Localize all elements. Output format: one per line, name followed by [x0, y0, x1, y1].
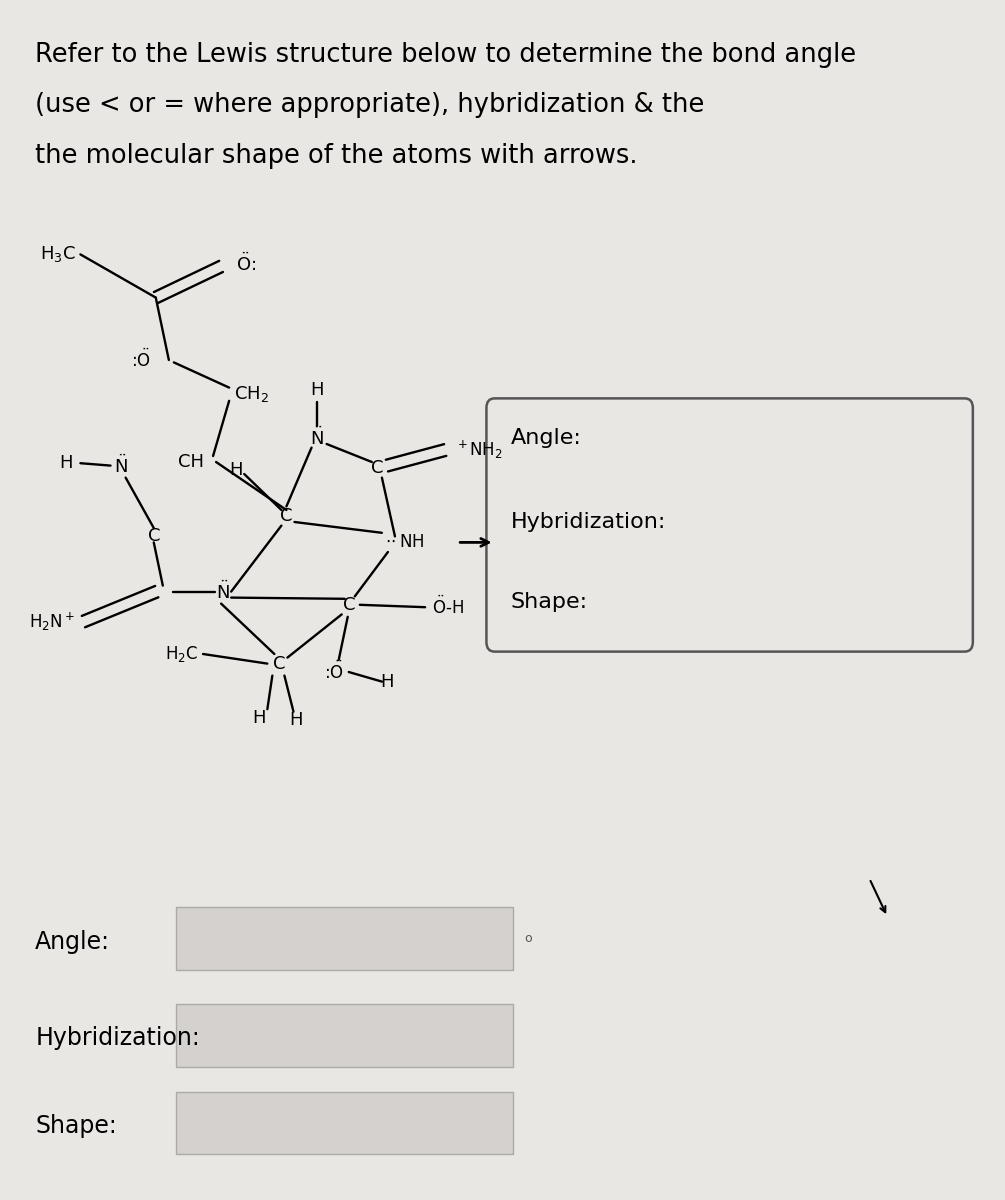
Text: CH: CH: [178, 452, 204, 470]
Text: Hybridization:: Hybridization:: [511, 512, 666, 532]
Text: H: H: [289, 710, 304, 728]
Text: $\ddot{\mathrm{N}}$: $\ddot{\mathrm{N}}$: [114, 455, 128, 476]
Text: C: C: [280, 508, 292, 526]
Text: H$_2$N$^+$: H$_2$N$^+$: [29, 611, 75, 632]
Text: $\ddot{\mathrm{N}}$: $\ddot{\mathrm{N}}$: [216, 581, 230, 602]
Text: H$_3$C: H$_3$C: [39, 245, 75, 264]
Text: H: H: [310, 382, 324, 398]
Text: Refer to the Lewis structure below to determine the bond angle: Refer to the Lewis structure below to de…: [35, 42, 856, 68]
Text: o: o: [524, 932, 532, 944]
Text: C: C: [344, 595, 356, 613]
FancyBboxPatch shape: [176, 907, 513, 970]
Text: H: H: [252, 708, 266, 726]
Text: CH$_2$: CH$_2$: [234, 384, 269, 403]
Text: Shape:: Shape:: [35, 1114, 117, 1138]
FancyBboxPatch shape: [486, 398, 973, 652]
Text: Shape:: Shape:: [511, 593, 588, 612]
Text: (use < or = where appropriate), hybridization & the: (use < or = where appropriate), hybridiz…: [35, 92, 705, 119]
Text: H$_2$C: H$_2$C: [165, 644, 198, 664]
Text: Hybridization:: Hybridization:: [35, 1026, 200, 1050]
FancyBboxPatch shape: [176, 1004, 513, 1067]
Text: the molecular shape of the atoms with arrows.: the molecular shape of the atoms with ar…: [35, 143, 638, 169]
Text: $\cdot\!\cdot$NH: $\cdot\!\cdot$NH: [385, 533, 424, 551]
Text: H: H: [229, 461, 243, 479]
Text: $\ddot{\mathrm{O}}$-H: $\ddot{\mathrm{O}}$-H: [432, 596, 464, 618]
Text: C: C: [371, 458, 383, 476]
Text: :$\ddot{\mathrm{O}}$: :$\ddot{\mathrm{O}}$: [324, 661, 344, 683]
Text: C: C: [148, 527, 160, 545]
Text: C: C: [273, 655, 285, 672]
FancyBboxPatch shape: [176, 1092, 513, 1154]
Text: $\ddot{\mathrm{O}}$:: $\ddot{\mathrm{O}}$:: [236, 253, 256, 275]
Text: $\ddot{\mathrm{N}}$: $\ddot{\mathrm{N}}$: [310, 427, 324, 449]
Text: :$\ddot{\mathrm{O}}$: :$\ddot{\mathrm{O}}$: [131, 349, 151, 371]
Text: H: H: [59, 454, 72, 472]
Text: Angle:: Angle:: [35, 930, 111, 954]
Text: H: H: [380, 672, 394, 691]
Text: Angle:: Angle:: [511, 428, 582, 448]
Text: $^+$NH$_2$: $^+$NH$_2$: [455, 439, 502, 461]
